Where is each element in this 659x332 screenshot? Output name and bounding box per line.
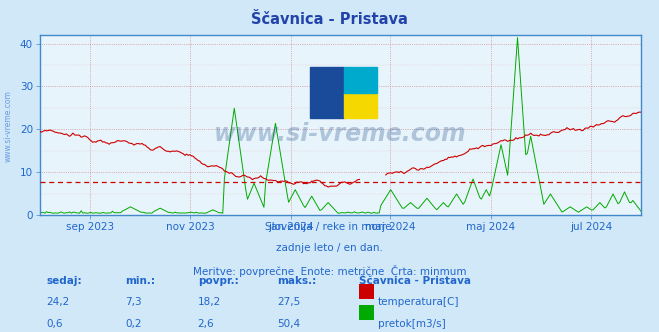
Text: Slovenija / reke in morje.: Slovenija / reke in morje. bbox=[264, 222, 395, 232]
Bar bbox=[343, 93, 376, 118]
Text: 50,4: 50,4 bbox=[277, 319, 300, 329]
Text: Meritve: povprečne  Enote: metrične  Črta: minmum: Meritve: povprečne Enote: metrične Črta:… bbox=[192, 265, 467, 277]
Text: 7,3: 7,3 bbox=[125, 297, 142, 307]
Text: 27,5: 27,5 bbox=[277, 297, 300, 307]
Text: min.:: min.: bbox=[125, 276, 156, 286]
Bar bbox=[343, 67, 376, 93]
Text: maks.:: maks.: bbox=[277, 276, 316, 286]
Text: Ščavnica - Pristava: Ščavnica - Pristava bbox=[251, 12, 408, 27]
Text: povpr.:: povpr.: bbox=[198, 276, 239, 286]
Text: 0,6: 0,6 bbox=[46, 319, 63, 329]
Text: pretok[m3/s]: pretok[m3/s] bbox=[378, 319, 445, 329]
Text: 2,6: 2,6 bbox=[198, 319, 214, 329]
Text: Ščavnica - Pristava: Ščavnica - Pristava bbox=[359, 276, 471, 286]
Text: sedaj:: sedaj: bbox=[46, 276, 82, 286]
Text: 0,2: 0,2 bbox=[125, 319, 142, 329]
Text: zadnje leto / en dan.: zadnje leto / en dan. bbox=[276, 243, 383, 253]
Text: www.si-vreme.com: www.si-vreme.com bbox=[3, 90, 13, 162]
Bar bbox=[310, 67, 343, 118]
Text: 24,2: 24,2 bbox=[46, 297, 69, 307]
Text: 18,2: 18,2 bbox=[198, 297, 221, 307]
Text: www.si-vreme.com: www.si-vreme.com bbox=[214, 122, 467, 146]
Text: temperatura[C]: temperatura[C] bbox=[378, 297, 459, 307]
